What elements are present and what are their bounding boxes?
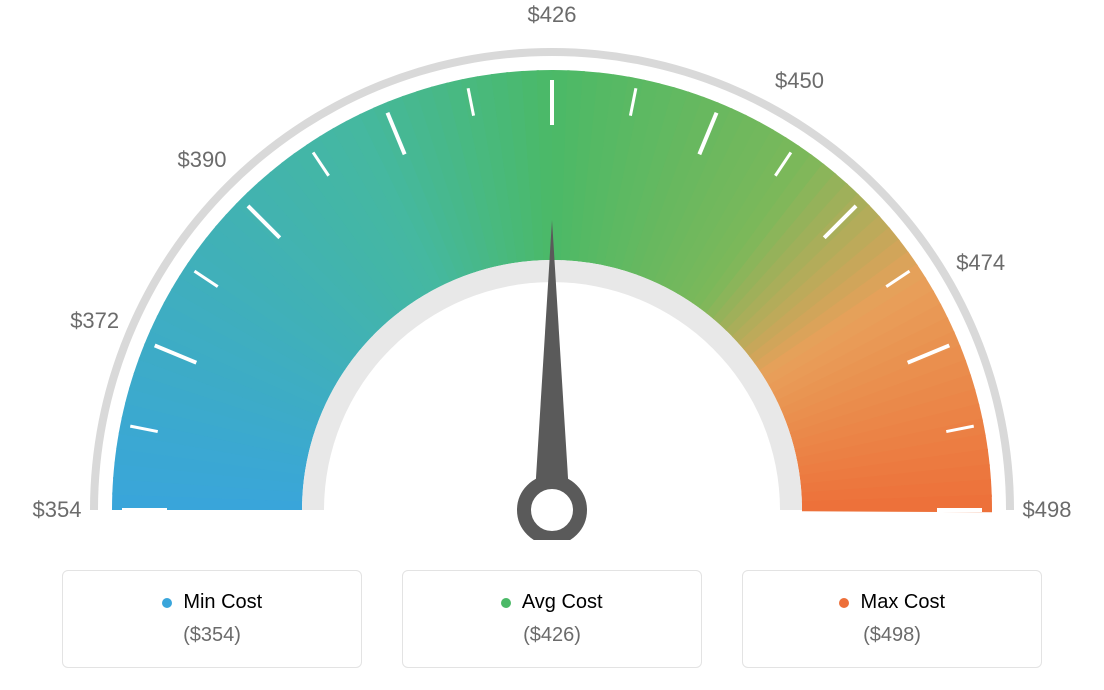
legend-label-avg: Avg Cost: [522, 591, 603, 613]
gauge-tick-label: $474: [956, 250, 1005, 276]
legend-card-max: Max Cost ($498): [742, 570, 1042, 668]
legend-title-avg: Avg Cost: [403, 591, 701, 614]
gauge-tick-label: $390: [177, 147, 226, 173]
gauge-chart: $354$372$390$426$450$474$498: [20, 20, 1084, 540]
legend-row: Min Cost ($354) Avg Cost ($426) Max Cost…: [20, 570, 1084, 668]
legend-value-avg: ($426): [403, 624, 701, 647]
legend-dot-avg: [501, 598, 511, 608]
gauge-tick-label: $426: [528, 2, 577, 28]
legend-label-min: Min Cost: [183, 591, 262, 613]
legend-value-max: ($498): [743, 624, 1041, 647]
legend-dot-max: [839, 598, 849, 608]
legend-value-min: ($354): [63, 624, 361, 647]
gauge-tick-label: $372: [70, 308, 119, 334]
legend-label-max: Max Cost: [861, 591, 945, 613]
legend-title-min: Min Cost: [63, 591, 361, 614]
gauge-tick-label: $498: [1023, 497, 1072, 523]
gauge-tick-label: $450: [775, 68, 824, 94]
legend-dot-min: [162, 598, 172, 608]
gauge-tick-label: $354: [33, 497, 82, 523]
legend-card-min: Min Cost ($354): [62, 570, 362, 668]
legend-title-max: Max Cost: [743, 591, 1041, 614]
gauge-svg: [20, 20, 1084, 540]
legend-card-avg: Avg Cost ($426): [402, 570, 702, 668]
